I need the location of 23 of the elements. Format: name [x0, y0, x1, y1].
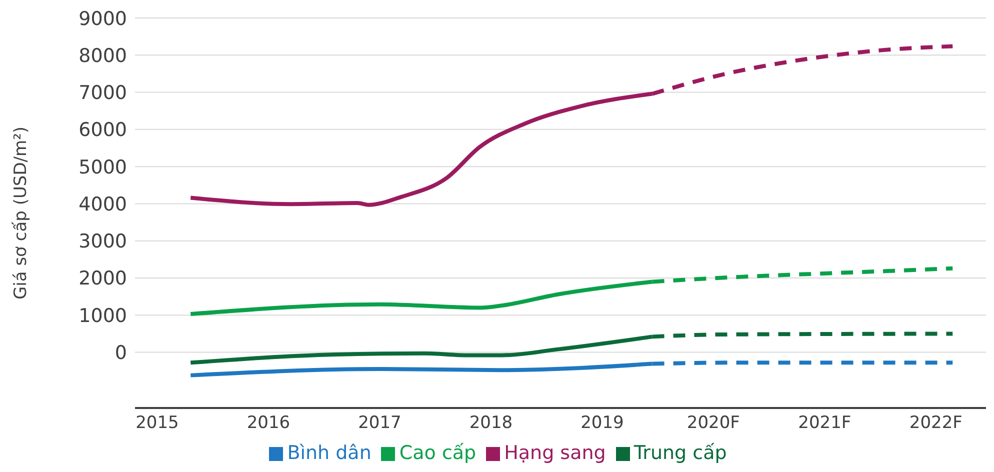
y-tick-label: 6000: [78, 119, 127, 142]
y-tick-label: 9000: [78, 8, 127, 30]
x-tick-label: 2020F: [686, 413, 740, 434]
y-tick-label: 0: [114, 342, 127, 364]
legend-label: Trung cấp: [634, 442, 727, 464]
y-tick-label: 8000: [78, 44, 127, 67]
legend-label: Hạng sang: [504, 442, 606, 464]
x-tick-label: 2019: [580, 413, 624, 434]
x-tick-label: 2018: [469, 413, 513, 434]
x-tick-label: 2016: [246, 413, 290, 434]
y-tick-label: 1000: [78, 304, 127, 327]
y-tick-label: 5000: [78, 156, 127, 178]
x-tick-label: 2017: [358, 413, 402, 434]
x-tick-label: 2022F: [909, 413, 962, 434]
y-axis-title: Giá sơ cấp (USD/m²): [11, 126, 32, 300]
legend-label: Cao cấp: [399, 442, 476, 464]
legend-label: Bình dân: [287, 442, 372, 464]
y-tick-label: 2000: [78, 268, 127, 290]
x-tick-label: 2021F: [798, 413, 852, 434]
x-tick-label: 2015: [136, 413, 179, 434]
y-tick-label: 7000: [78, 82, 127, 104]
y-tick-label: 3000: [78, 230, 127, 253]
y-tick-label: 4000: [78, 193, 127, 216]
